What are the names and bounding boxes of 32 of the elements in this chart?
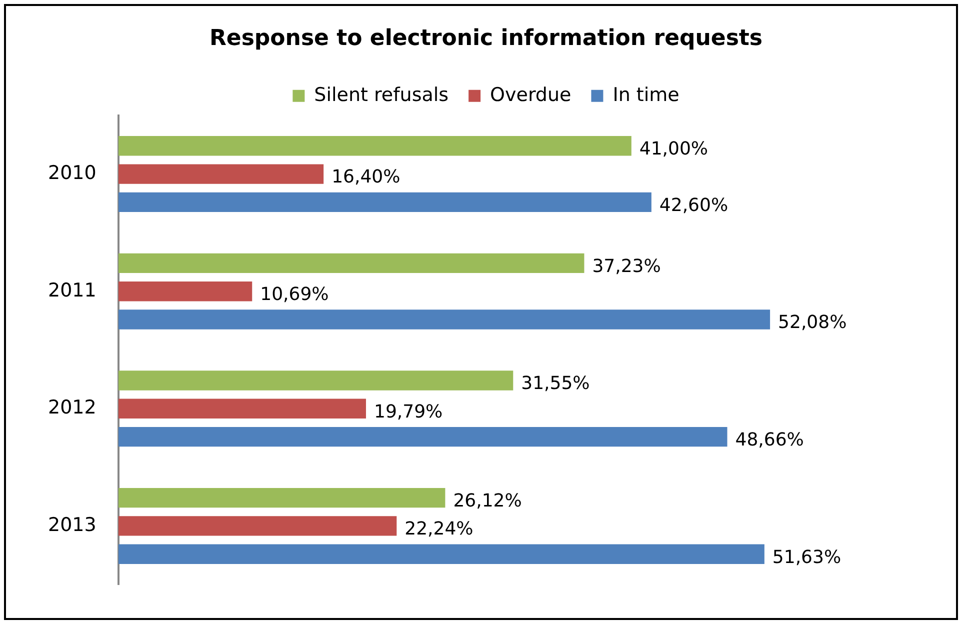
bar [118, 310, 770, 330]
bar [118, 136, 632, 156]
data-label: 48,66% [735, 429, 804, 450]
bar [118, 426, 728, 447]
chart-title: Response to electronic information requests [209, 26, 763, 51]
data-label: 41,00% [639, 138, 708, 160]
data-label: 37,23% [592, 256, 661, 277]
bar [118, 516, 397, 536]
bar [118, 281, 252, 302]
data-label: 22,24% [404, 518, 474, 540]
data-label: 16,40% [332, 166, 400, 188]
data-label: 52,08% [778, 312, 847, 334]
legend-label: Silent refusals [314, 84, 449, 106]
bar [118, 164, 324, 184]
y-tick-label: 2013 [48, 514, 96, 536]
legend-label: Overdue [490, 84, 572, 106]
bar [118, 192, 652, 212]
y-tick-label: 2010 [48, 162, 96, 184]
legend-label: In time [612, 84, 680, 106]
y-tick-label: 2012 [48, 396, 96, 419]
bar [118, 370, 514, 390]
data-label: 26,12% [453, 490, 522, 512]
data-label: 19,79% [374, 401, 443, 422]
data-label: 10,69% [260, 284, 329, 306]
bar [118, 253, 584, 274]
data-label: 31,55% [521, 373, 590, 394]
data-label: 42,60% [659, 194, 728, 216]
bar [118, 398, 366, 419]
bar [118, 488, 446, 508]
bar [118, 544, 764, 564]
data-label: 51,63% [772, 546, 842, 568]
y-tick-label: 2011 [48, 279, 96, 302]
